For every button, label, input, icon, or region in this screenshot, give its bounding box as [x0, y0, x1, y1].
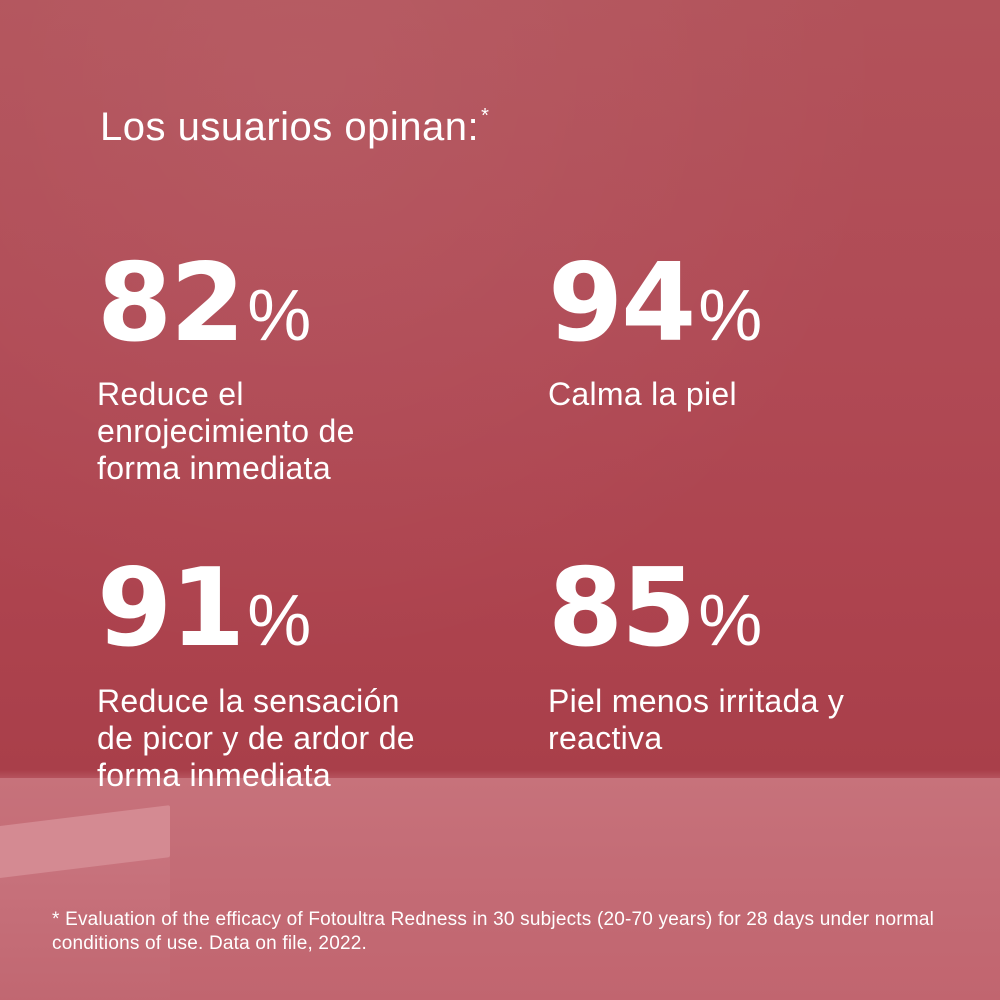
- stat-label: Reduce la sensación de picor y de ardor …: [97, 683, 415, 793]
- stat-percent-sign: %: [247, 581, 312, 661]
- stat-value: 91%: [97, 555, 427, 663]
- stat-calms-skin: 94% Calma la piel: [548, 250, 928, 413]
- stat-number: 94: [548, 241, 696, 366]
- pedestal-side: [0, 855, 170, 1000]
- stat-value: 85%: [548, 555, 928, 663]
- wall-background: [0, 0, 1000, 780]
- stat-number: 85: [548, 546, 696, 671]
- footnote-disclaimer: * Evaluation of the efficacy of Fotoultr…: [52, 909, 935, 954]
- stat-percent-sign: %: [698, 581, 763, 661]
- stat-percent-sign: %: [698, 276, 763, 356]
- stat-value: 82%: [97, 250, 427, 358]
- stat-label: Calma la piel: [548, 376, 737, 412]
- stat-value: 94%: [548, 250, 928, 358]
- stat-less-irritated: 85% Piel menos irritada y reactiva: [548, 555, 928, 757]
- title-asterisk: *: [481, 105, 490, 127]
- stat-number: 82: [97, 241, 245, 366]
- stat-number: 91: [97, 546, 245, 671]
- stat-label: Reduce el enrojecimiento de forma inmedi…: [97, 376, 355, 486]
- stat-redness: 82% Reduce el enrojecimiento de forma in…: [97, 250, 427, 487]
- stat-label: Piel menos irritada y reactiva: [548, 683, 845, 756]
- stat-itch-burn: 91% Reduce la sensación de picor y de ar…: [97, 555, 427, 794]
- page-title-text: Los usuarios opinan:: [100, 105, 480, 149]
- page-title: Los usuarios opinan: *: [100, 105, 489, 150]
- stat-percent-sign: %: [247, 276, 312, 356]
